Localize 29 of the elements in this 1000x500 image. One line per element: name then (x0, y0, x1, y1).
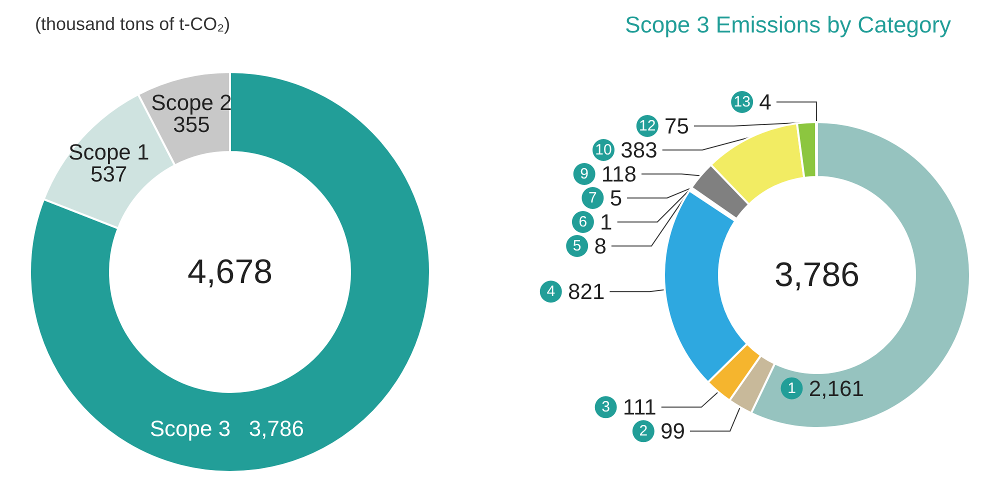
text: 3,786 (774, 256, 860, 294)
data-label: 2,161 (802, 376, 864, 401)
slice-label: 9 (580, 166, 588, 182)
text: 4,678 (187, 253, 273, 291)
data-label: 4 (753, 90, 772, 114)
data-label: 99 (654, 418, 686, 444)
slice-label: 1 (788, 380, 796, 397)
data-label: 1 (594, 210, 612, 234)
slice-label: Scope 2 (151, 90, 232, 116)
slice-label: 13 (734, 94, 750, 110)
data-label: 118 (595, 162, 637, 186)
data-label: 5 (604, 186, 622, 210)
slice-label: 6 (578, 214, 588, 230)
data-label: 8 (588, 234, 606, 258)
chart-subtitle: (thousand tons of t-CO₂) (35, 14, 230, 34)
slice-label: Scope 1 (68, 139, 150, 164)
slice-label: 12 (639, 118, 656, 134)
data-label: 821 (562, 279, 605, 304)
data-label: 383 (614, 138, 658, 162)
slice-label: 3 (602, 398, 610, 416)
slice-label: 7 (588, 190, 597, 206)
slice-label: 10 (595, 142, 612, 158)
slice-label: 2 (639, 422, 648, 440)
chart-title: Scope 3 Emissions by Category (625, 12, 952, 38)
slice-label: 4 (546, 283, 556, 300)
slice-label: Scope 3 3,786 (150, 416, 304, 442)
slice-label: 5 (572, 238, 582, 254)
data-label: 111 (616, 394, 656, 420)
data-label: 75 (658, 114, 689, 138)
